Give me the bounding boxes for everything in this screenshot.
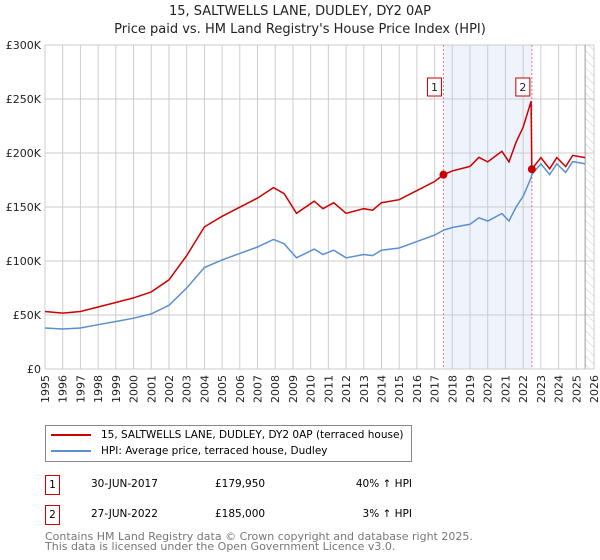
x-tick-label: 2019 bbox=[464, 375, 477, 403]
x-tick-label: 2008 bbox=[269, 375, 282, 403]
transaction-row: 2 27-JUN-2022 £185,000 3% ↑ HPI bbox=[45, 505, 465, 525]
x-tick-label: 2014 bbox=[375, 375, 388, 403]
x-tick-label: 2026 bbox=[588, 375, 600, 403]
x-tick-label: 2021 bbox=[499, 375, 512, 403]
legend-item-hpi: HPI: Average price, terraced house, Dudl… bbox=[51, 445, 328, 457]
legend-swatch-blue bbox=[51, 450, 91, 452]
x-tick-label: 2013 bbox=[358, 375, 371, 403]
footer-copyright: Contains HM Land Registry data © Crown c… bbox=[45, 530, 473, 543]
x-tick-label: 1998 bbox=[92, 375, 105, 403]
x-tick-label: 2005 bbox=[216, 375, 229, 403]
sale-label: 2 bbox=[519, 81, 526, 94]
x-tick-label: 2016 bbox=[411, 375, 424, 403]
x-tick-label: 2017 bbox=[429, 375, 442, 403]
x-tick-label: 2006 bbox=[234, 375, 247, 403]
footer-licence: This data is licensed under the Open Gov… bbox=[45, 540, 396, 553]
x-tick-label: 2004 bbox=[198, 375, 211, 403]
x-tick-label: 2001 bbox=[145, 375, 158, 403]
x-tick-label: 1996 bbox=[57, 375, 70, 403]
y-tick-label: £100K bbox=[6, 255, 42, 268]
legend: 15, SALTWELLS LANE, DUDLEY, DY2 0AP (ter… bbox=[45, 425, 412, 462]
transaction-badge: 1 bbox=[45, 475, 60, 495]
x-tick-label: 2003 bbox=[181, 375, 194, 403]
transaction-hpi: 3% ↑ HPI bbox=[362, 508, 412, 520]
legend-swatch-red bbox=[51, 434, 91, 436]
legend-label: 15, SALTWELLS LANE, DUDLEY, DY2 0AP (ter… bbox=[101, 429, 404, 441]
x-tick-label: 1997 bbox=[74, 375, 87, 403]
transaction-hpi: 40% ↑ HPI bbox=[355, 478, 412, 490]
y-tick-label: £0 bbox=[27, 363, 41, 376]
y-tick-label: £300K bbox=[6, 39, 42, 52]
transaction-date: 27-JUN-2022 bbox=[91, 508, 158, 520]
hpi-line bbox=[44, 160, 586, 330]
legend-label: HPI: Average price, terraced house, Dudl… bbox=[101, 445, 328, 457]
x-tick-label: 2024 bbox=[553, 375, 566, 403]
chart-title: 15, SALTWELLS LANE, DUDLEY, DY2 0AP bbox=[168, 4, 431, 19]
legend-item-property: 15, SALTWELLS LANE, DUDLEY, DY2 0AP (ter… bbox=[51, 429, 404, 441]
x-tick-label: 2007 bbox=[252, 375, 265, 403]
sale-label-box bbox=[426, 77, 442, 97]
y-tick-label: £200K bbox=[6, 147, 42, 160]
y-tick-label: £250K bbox=[6, 93, 42, 106]
sale-point bbox=[527, 165, 536, 174]
x-tick-label: 2020 bbox=[482, 375, 495, 403]
x-tick-label: 2018 bbox=[446, 375, 459, 403]
price-chart: 1995 1996 1997 1998 1999 2000 2001 2002 2003 2004… bbox=[6, 39, 600, 403]
transaction-price: £179,950 bbox=[215, 478, 266, 490]
sale-label-box bbox=[515, 77, 531, 97]
x-tick-label: 2012 bbox=[340, 375, 353, 403]
x-tick-label: 2009 bbox=[287, 375, 300, 403]
property-price-line bbox=[44, 100, 586, 314]
x-tick-label: 2002 bbox=[163, 375, 176, 403]
sale-label: 1 bbox=[431, 81, 438, 94]
x-tick-label: 2000 bbox=[128, 375, 141, 403]
transaction-badge: 2 bbox=[45, 505, 60, 525]
x-tick-label: 1999 bbox=[110, 375, 123, 403]
transaction-row: 1 30-JUN-2017 £179,950 40% ↑ HPI bbox=[45, 475, 465, 495]
transaction-price: £185,000 bbox=[215, 508, 266, 520]
x-tick-label: 2015 bbox=[393, 375, 406, 403]
y-tick-label: £50K bbox=[13, 309, 42, 322]
transaction-date: 30-JUN-2017 bbox=[91, 478, 158, 490]
x-tick-label: 2025 bbox=[570, 375, 583, 403]
chart-subtitle: Price paid vs. HM Land Registry's House … bbox=[114, 22, 486, 37]
sale-point bbox=[439, 170, 448, 179]
x-tick-label: 2011 bbox=[322, 375, 335, 403]
x-tick-label: 2022 bbox=[517, 375, 530, 403]
x-tick-label: 2010 bbox=[305, 375, 318, 403]
x-tick-label: 1995 bbox=[39, 375, 52, 403]
x-tick-label: 2023 bbox=[535, 375, 548, 403]
y-tick-label: £150K bbox=[6, 201, 42, 214]
